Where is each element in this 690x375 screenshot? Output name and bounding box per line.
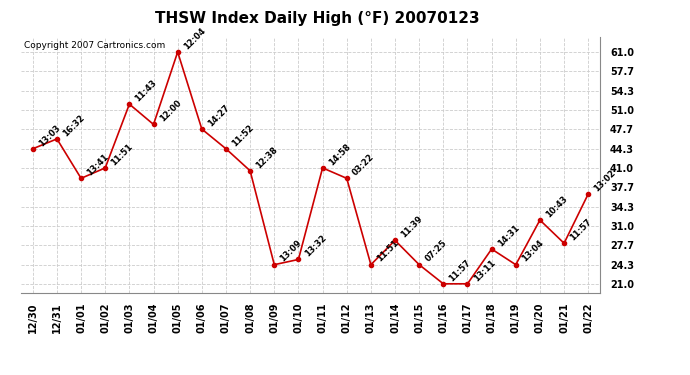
Text: 11:43: 11:43 bbox=[134, 78, 159, 104]
Text: 13:11: 13:11 bbox=[472, 258, 497, 283]
Text: 07:25: 07:25 bbox=[424, 239, 448, 264]
Text: 03:22: 03:22 bbox=[351, 152, 376, 177]
Text: 13:04: 13:04 bbox=[520, 239, 545, 264]
Text: 12:04: 12:04 bbox=[182, 26, 207, 51]
Text: 16:32: 16:32 bbox=[61, 113, 86, 138]
Text: 13:41: 13:41 bbox=[86, 152, 110, 177]
Text: 13:02: 13:02 bbox=[593, 168, 618, 193]
Text: 11:51: 11:51 bbox=[110, 142, 135, 167]
Text: 11:57: 11:57 bbox=[448, 258, 473, 283]
Text: 13:03: 13:03 bbox=[37, 123, 62, 148]
Text: 11:52: 11:52 bbox=[230, 123, 255, 148]
Text: 14:31: 14:31 bbox=[496, 223, 521, 248]
Text: 11:57: 11:57 bbox=[569, 217, 593, 243]
Text: 10:43: 10:43 bbox=[544, 194, 569, 219]
Text: THSW Index Daily High (°F) 20070123: THSW Index Daily High (°F) 20070123 bbox=[155, 11, 480, 26]
Text: 11:39: 11:39 bbox=[400, 214, 424, 240]
Text: Copyright 2007 Cartronics.com: Copyright 2007 Cartronics.com bbox=[23, 41, 165, 50]
Text: 14:58: 14:58 bbox=[327, 142, 352, 167]
Text: 14:27: 14:27 bbox=[206, 103, 231, 128]
Text: 12:00: 12:00 bbox=[158, 99, 183, 124]
Text: 13:09: 13:09 bbox=[279, 239, 304, 264]
Text: 13:32: 13:32 bbox=[303, 234, 328, 259]
Text: 11:51: 11:51 bbox=[375, 238, 400, 264]
Text: 12:38: 12:38 bbox=[255, 145, 279, 170]
